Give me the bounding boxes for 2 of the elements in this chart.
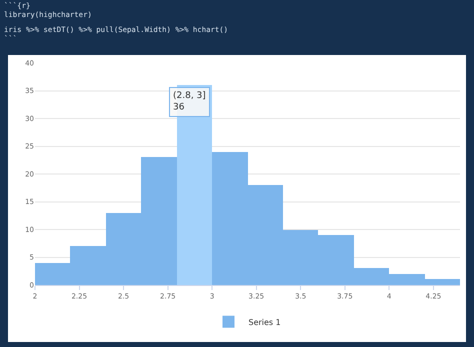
legend-label: Series 1 <box>248 318 281 327</box>
annotation: (2.8, 3] 36 <box>173 91 206 113</box>
